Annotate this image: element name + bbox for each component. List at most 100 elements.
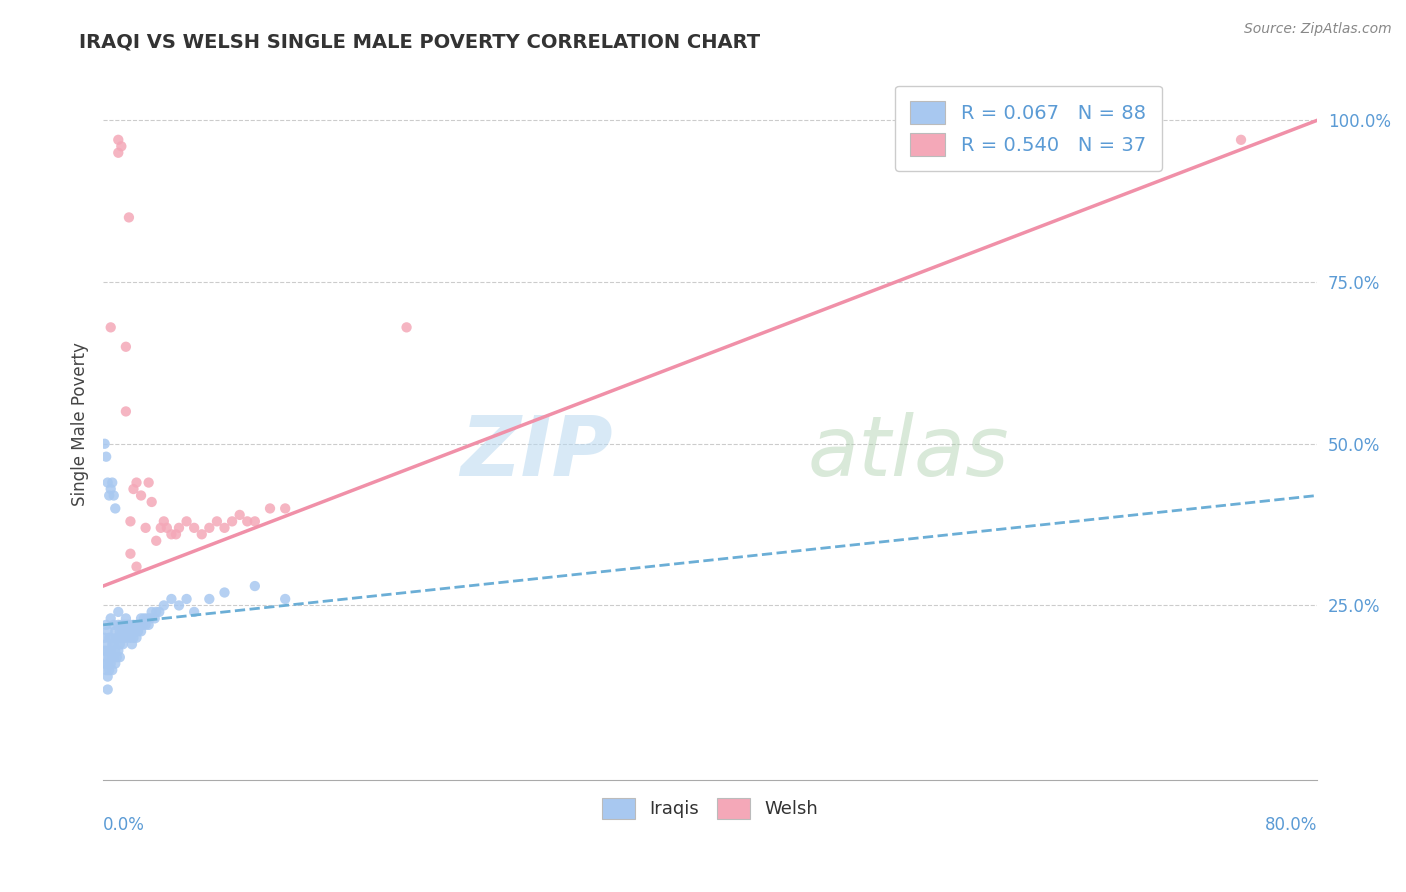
Point xyxy=(120,631,142,645)
Point xyxy=(153,599,176,613)
Point xyxy=(128,618,150,632)
Point xyxy=(107,605,129,619)
Point xyxy=(104,657,127,671)
Point xyxy=(236,514,259,528)
Point xyxy=(107,145,129,160)
Point xyxy=(103,488,125,502)
Point xyxy=(112,631,135,645)
Point xyxy=(108,650,131,665)
Point xyxy=(118,624,141,639)
Text: ZIP: ZIP xyxy=(460,412,613,493)
Point xyxy=(120,618,142,632)
Point xyxy=(135,618,157,632)
Point xyxy=(243,579,266,593)
Point xyxy=(149,521,172,535)
Point xyxy=(121,624,143,639)
Y-axis label: Single Male Poverty: Single Male Poverty xyxy=(72,343,89,507)
Point xyxy=(103,637,125,651)
Point xyxy=(259,501,281,516)
Text: IRAQI VS WELSH SINGLE MALE POVERTY CORRELATION CHART: IRAQI VS WELSH SINGLE MALE POVERTY CORRE… xyxy=(79,33,761,52)
Point xyxy=(141,495,163,509)
Point xyxy=(108,637,131,651)
Point xyxy=(156,521,179,535)
Point xyxy=(274,501,297,516)
Point xyxy=(96,450,118,464)
Point xyxy=(139,611,162,625)
Point xyxy=(214,521,236,535)
Point xyxy=(97,670,120,684)
Point xyxy=(93,436,115,450)
Point xyxy=(100,631,122,645)
Point xyxy=(97,657,120,671)
Point xyxy=(129,624,152,639)
Point xyxy=(121,637,143,651)
Point xyxy=(97,475,120,490)
Point xyxy=(107,631,129,645)
Point xyxy=(183,521,205,535)
Point xyxy=(176,514,198,528)
Point xyxy=(101,637,124,651)
Point xyxy=(145,605,167,619)
Point xyxy=(100,657,122,671)
Point xyxy=(198,521,221,535)
Point xyxy=(1230,133,1253,147)
Point xyxy=(143,611,166,625)
Point xyxy=(131,618,153,632)
Point xyxy=(107,618,129,632)
Point xyxy=(98,631,121,645)
Point xyxy=(138,475,160,490)
Point xyxy=(190,527,212,541)
Point xyxy=(100,320,122,334)
Point xyxy=(112,618,135,632)
Point xyxy=(117,631,139,645)
Point xyxy=(96,618,118,632)
Point xyxy=(129,611,152,625)
Point xyxy=(160,592,183,607)
Point xyxy=(120,514,142,528)
Point xyxy=(165,527,187,541)
Point xyxy=(98,488,121,502)
Point xyxy=(103,650,125,665)
Point xyxy=(101,663,124,677)
Point xyxy=(153,514,176,528)
Point xyxy=(115,611,138,625)
Point xyxy=(145,533,167,548)
Point xyxy=(125,559,148,574)
Point xyxy=(205,514,228,528)
Point xyxy=(104,501,127,516)
Point xyxy=(221,514,243,528)
Point xyxy=(105,631,128,645)
Point xyxy=(96,663,118,677)
Point xyxy=(97,624,120,639)
Point xyxy=(136,611,159,625)
Point xyxy=(110,139,132,153)
Point xyxy=(135,521,157,535)
Point xyxy=(108,624,131,639)
Point xyxy=(214,585,236,599)
Point xyxy=(104,644,127,658)
Point xyxy=(228,508,250,522)
Point xyxy=(100,644,122,658)
Point xyxy=(93,644,115,658)
Point xyxy=(198,592,221,607)
Point xyxy=(105,650,128,665)
Point xyxy=(93,631,115,645)
Point xyxy=(395,320,418,334)
Point xyxy=(96,650,118,665)
Point xyxy=(138,618,160,632)
Point xyxy=(122,618,145,632)
Point xyxy=(125,618,148,632)
Point xyxy=(97,644,120,658)
Point xyxy=(141,605,163,619)
Point xyxy=(111,637,134,651)
Point xyxy=(160,527,183,541)
Point xyxy=(274,592,297,607)
Point xyxy=(122,631,145,645)
Text: 80.0%: 80.0% xyxy=(1264,815,1317,834)
Point xyxy=(243,514,266,528)
Point xyxy=(103,618,125,632)
Point xyxy=(127,624,149,639)
Point xyxy=(120,547,142,561)
Point xyxy=(148,605,170,619)
Point xyxy=(122,482,145,496)
